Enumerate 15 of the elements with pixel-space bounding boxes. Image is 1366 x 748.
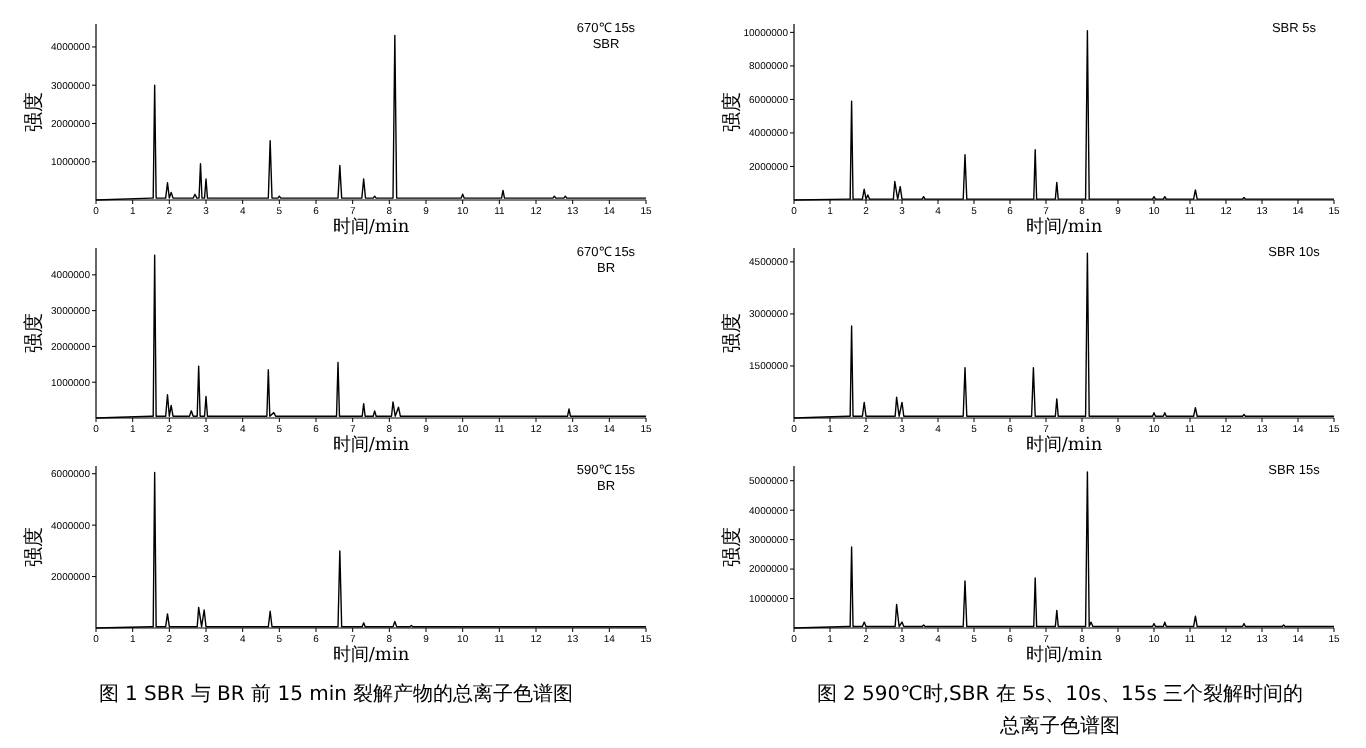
x-axis-title: 时间/min xyxy=(1025,434,1103,456)
y-axis-title: 强度 xyxy=(720,313,744,353)
y-axis-title: 强度 xyxy=(22,92,46,132)
x-axis-title: 时间/min xyxy=(332,644,410,666)
y-axis-title: 强度 xyxy=(720,527,744,567)
text: 图 2 590℃时,SBR 在 5s、10s、15s 三个裂解时间的 xyxy=(816,682,1304,706)
x-axis-title: 时间/min xyxy=(332,216,410,238)
text: 总离子色谱图 xyxy=(998,714,1120,738)
x-axis-title: 时间/min xyxy=(332,434,410,456)
y-axis-title: 强度 xyxy=(22,313,46,353)
x-axis-title: 时间/min xyxy=(1025,216,1103,238)
y-axis-title: 强度 xyxy=(720,92,744,132)
text: 图 1 SBR 与 BR 前 15 min 裂解产物的总离子色谱图 xyxy=(98,682,574,706)
x-axis-title: 时间/min xyxy=(1025,644,1103,666)
y-axis-title: 强度 xyxy=(22,527,46,567)
